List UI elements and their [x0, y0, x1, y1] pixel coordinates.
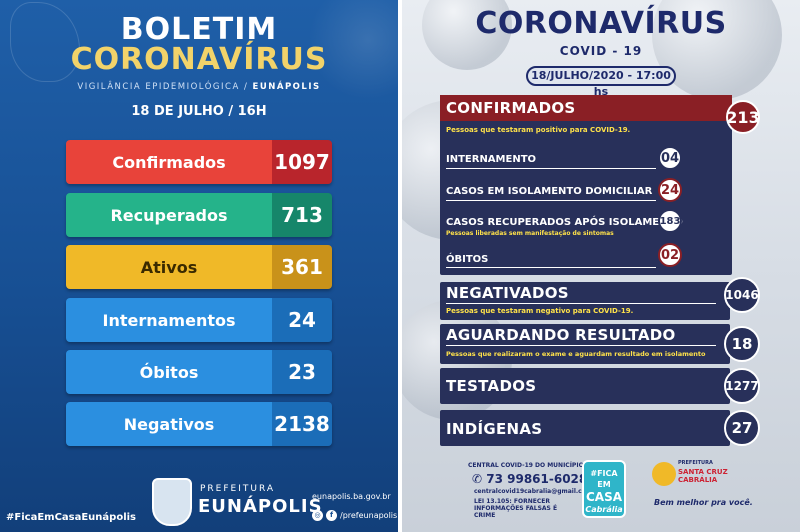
indigenas-label: INDÍGENAS [446, 420, 543, 438]
page-title: CORONAVÍRUS [475, 6, 727, 41]
cabralia-footer: CENTRAL COVID-19 DO MUNICÍPIO ✆ 73 99861… [402, 452, 800, 532]
prefeitura-label: PREFEITURA [200, 484, 276, 494]
fica-line3: Cabrália [585, 505, 623, 514]
stat-value: 24 [272, 298, 332, 342]
stat-label: Ativos [66, 245, 272, 289]
confirmados-note: Pessoas que testaram positivo para COVID… [446, 126, 631, 134]
social-handle-text: /prefeunapolis [340, 511, 398, 520]
stat-label: Confirmados [66, 140, 272, 184]
phone-number[interactable]: ✆ 73 99861-6028 [472, 472, 587, 486]
report-date: 18/JULHO/2020 - 17:00 hs [526, 66, 676, 98]
testados-value: 1277 [724, 368, 760, 404]
testados-label: TESTADOS [446, 377, 537, 395]
facebook-icon: f [326, 510, 337, 521]
confirmados-block [440, 95, 732, 275]
stat-value: 361 [272, 245, 332, 289]
stat-confirmados: Confirmados 1097 [66, 140, 332, 184]
virus-bg-icon [422, 0, 512, 70]
stat-label: Internamentos [66, 298, 272, 342]
subtitle-city: EUNÁPOLIS [252, 82, 321, 92]
divider [446, 345, 716, 346]
negativados-label: NEGATIVADOS [446, 284, 569, 302]
divider [446, 303, 716, 304]
email[interactable]: centralcovid19cabralia@gmail.com [474, 488, 593, 495]
stat-label: Negativos [66, 402, 272, 446]
negativados-value: 1046 [724, 277, 760, 313]
logo-city: SANTA CRUZ CABRÁLIA [678, 468, 728, 484]
fica-em-casa-badge: #FICA EM CASA Cabrália [582, 460, 626, 518]
divider [446, 200, 656, 201]
law-notice: LEI 13.105: FORNECER INFORMAÇÕES FALSAS … [474, 498, 558, 519]
internamento-label: INTERNAMENTO [446, 154, 537, 165]
stat-internamentos: Internamentos 24 [66, 298, 332, 342]
indigenas-block [440, 410, 730, 446]
whatsapp-icon: ✆ [472, 472, 483, 486]
divider [446, 267, 656, 268]
confirmados-header-bar [440, 95, 732, 121]
website-link[interactable]: eunapolis.ba.gov.br [312, 492, 391, 501]
stat-value: 713 [272, 193, 332, 237]
negativados-block [440, 282, 730, 320]
obitos-label: ÓBITOS [446, 254, 489, 265]
confirmados-value: 213 [726, 100, 760, 134]
slogan: Bem melhor pra você. [654, 498, 753, 507]
page-subtitle: COVID - 19 [559, 44, 643, 58]
internamento-value: 04 [658, 146, 682, 170]
phone-text: 73 99861-6028 [486, 472, 588, 486]
fica-line2: CASA [585, 490, 623, 504]
cabralia-logo: PREFEITURA SANTA CRUZ CABRÁLIA [652, 456, 732, 506]
stat-value: 2138 [272, 402, 332, 446]
divider [446, 168, 656, 169]
aguardando-label: AGUARDANDO RESULTADO [446, 326, 676, 344]
recuperados-value: 183 [658, 209, 682, 233]
stat-negativos: Negativos 2138 [66, 402, 332, 446]
stat-value: 23 [272, 350, 332, 394]
aguardando-value: 18 [724, 326, 760, 362]
recuperados-note: Pessoas liberadas sem manifestação de si… [446, 230, 614, 237]
city-crest-icon [152, 478, 192, 526]
subtitle-prefix: VIGILÂNCIA EPIDEMIOLÓGICA / [77, 82, 253, 92]
isolamento-label: CASOS EM ISOLAMENTO DOMICILIAR [446, 186, 653, 197]
confirmados-label: CONFIRMADOS [446, 99, 576, 117]
aguardando-note: Pessoas que realizaram o exame e aguarda… [446, 350, 706, 358]
hashtag: #FicaEmCasaEunápolis [6, 512, 137, 523]
recuperados-label: CASOS RECUPERADOS APÓS ISOLAMENTO [446, 217, 683, 228]
negativados-note: Pessoas que testaram negativo para COVID… [446, 307, 634, 315]
stat-ativos: Ativos 361 [66, 245, 332, 289]
stat-label: Óbitos [66, 350, 272, 394]
logo-prefeitura: PREFEITURA [678, 460, 713, 466]
stat-value: 1097 [272, 140, 332, 184]
central-label: CENTRAL COVID-19 DO MUNICÍPIO [468, 462, 584, 469]
fica-line1: #FICA EM [590, 469, 618, 489]
city-name: EUNÁPOLIS [198, 496, 323, 517]
virus-bg-icon [652, 0, 782, 100]
bulletin-footer: #FicaEmCasaEunápolis PREFEITURA EUNÁPOLI… [0, 468, 398, 532]
bulletin-subtitle: VIGILÂNCIA EPIDEMIOLÓGICA / EUNÁPOLIS [0, 82, 398, 92]
stat-recuperados: Recuperados 713 [66, 193, 332, 237]
testados-block [440, 368, 730, 404]
isolamento-value: 24 [658, 178, 682, 202]
indigenas-value: 27 [724, 410, 760, 446]
stat-label: Recuperados [66, 193, 272, 237]
obitos-value: 02 [658, 243, 682, 267]
bulletin-title-coronavirus: CORONAVÍRUS [70, 42, 328, 77]
stat-obitos: Óbitos 23 [66, 350, 332, 394]
bulletin-date: 18 DE JULHO / 16H [131, 104, 267, 119]
map-outline-icon [10, 2, 80, 82]
eunapolis-bulletin: BOLETIM CORONAVÍRUS VIGILÂNCIA EPIDEMIOL… [0, 0, 398, 532]
aguardando-block [440, 324, 730, 364]
instagram-icon: ◎ [312, 510, 323, 521]
social-handle[interactable]: ◎ f /prefeunapolis [312, 510, 397, 521]
bulletin-title: BOLETIM [120, 12, 278, 47]
sun-icon [652, 462, 676, 486]
